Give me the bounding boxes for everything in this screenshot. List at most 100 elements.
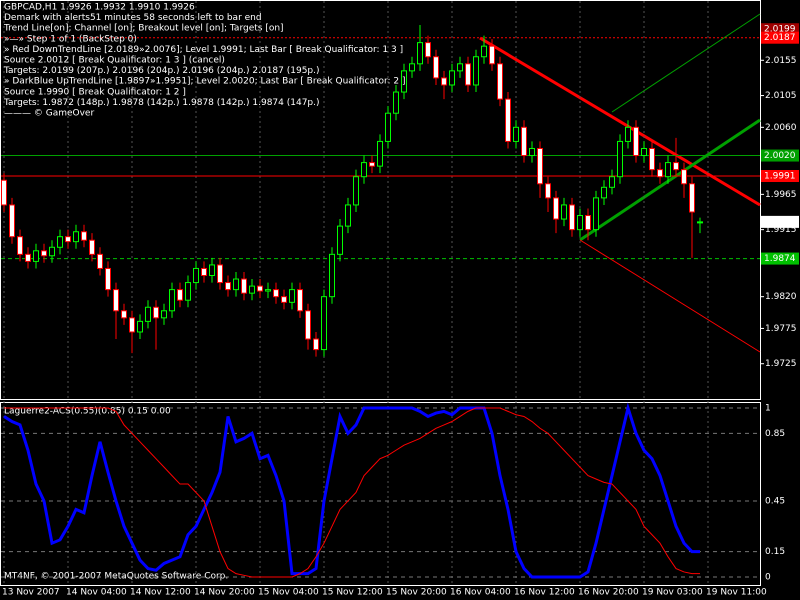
candle-body xyxy=(137,320,143,333)
candle-body xyxy=(97,253,103,269)
x-tick-label: 15 Nov 12:00 xyxy=(322,588,383,598)
candle-body xyxy=(17,236,23,255)
indicator-line xyxy=(4,407,700,578)
y-tick-label: 1.9775 xyxy=(765,324,797,334)
indicator-line xyxy=(3,402,700,579)
candle-body xyxy=(513,126,519,142)
candle-body xyxy=(681,169,687,185)
candle-body xyxy=(105,267,111,291)
x-tick-label: 14 Nov 20:00 xyxy=(194,588,255,598)
candle-body xyxy=(1,179,7,206)
frames xyxy=(0,0,761,586)
info-line: » Red DownTrendLine [2.0189»2.0076]; Lev… xyxy=(4,45,403,55)
info-line: Source 2.0012 [ Break Qualificator: 1 3 … xyxy=(4,56,225,66)
info-line: »—» Step 1 of 1 (BackStep 0) xyxy=(4,34,137,44)
level-box xyxy=(761,215,799,228)
candle-body xyxy=(505,98,511,142)
x-tick-label: 14 Nov 04:00 xyxy=(66,588,127,598)
candle-body xyxy=(9,204,15,238)
level-label: 1.9874 xyxy=(764,254,796,264)
level-box xyxy=(761,149,799,162)
candle-body xyxy=(289,289,295,303)
y-tick-label: 2.0155 xyxy=(765,56,797,66)
candle-body xyxy=(697,221,703,224)
candle-body xyxy=(689,183,695,213)
candle-body xyxy=(641,147,647,157)
down-trend-line xyxy=(479,36,761,207)
candle-body xyxy=(609,176,615,188)
candle-body xyxy=(457,63,463,72)
candle-body xyxy=(441,77,447,86)
level-box xyxy=(761,170,799,183)
info-line: Source 1.9990 [ Break Qualificator: 1 2 … xyxy=(4,87,186,97)
candle-body xyxy=(481,45,487,58)
candle-body xyxy=(649,147,655,171)
candle-body xyxy=(209,264,215,277)
x-tick-label: 14 Nov 12:00 xyxy=(130,588,191,598)
candle-body xyxy=(57,236,63,248)
candle-body xyxy=(569,204,575,231)
candle-body xyxy=(161,310,167,319)
indicator-frame xyxy=(0,402,761,586)
candle-body xyxy=(473,56,479,86)
y-tick-label: 0.45 xyxy=(765,496,785,506)
candle-body xyxy=(417,42,423,65)
info-line: » DarkBlue UpTrendLine [1.9897»1.9951]; … xyxy=(4,77,406,87)
y-tick-label: 1 xyxy=(765,404,771,414)
candle-body xyxy=(145,306,151,322)
info-line: Trend Line[on]; Channel [on]; Breakout l… xyxy=(3,24,284,34)
candle-body xyxy=(577,215,583,231)
up-trend-line xyxy=(579,118,761,242)
x-tick-label: 16 Nov 12:00 xyxy=(514,588,575,598)
candle-body xyxy=(593,197,599,231)
candle-body xyxy=(497,63,503,100)
candle-body xyxy=(33,250,39,262)
x-tick-label: 15 Nov 20:00 xyxy=(386,588,447,598)
x-tick-label: 16 Nov 20:00 xyxy=(578,588,639,598)
candle-body xyxy=(297,289,303,312)
candle-body xyxy=(377,140,383,167)
candle-body xyxy=(65,236,71,243)
candle-body xyxy=(673,162,679,171)
candle-body xyxy=(449,70,455,86)
candle-body xyxy=(273,289,279,298)
candle-body xyxy=(281,296,287,303)
candle-body xyxy=(81,231,87,241)
candle-body xyxy=(617,140,623,178)
level-label: 2.0187 xyxy=(764,33,796,43)
level-label: 2.0020 xyxy=(764,151,796,161)
channel-line xyxy=(611,13,761,113)
y-tick-label: 1.9965 xyxy=(765,190,797,200)
candle-body xyxy=(657,169,663,178)
candle-body xyxy=(537,147,543,185)
candle-body xyxy=(553,197,559,220)
y-tick-label: 2.0060 xyxy=(765,123,797,133)
candle-body xyxy=(177,289,183,301)
x-tick-label: 19 Nov 11:00 xyxy=(706,588,767,598)
candle-body xyxy=(385,112,391,142)
candle-body xyxy=(601,186,607,199)
candle-body xyxy=(625,126,631,142)
candle-body xyxy=(433,56,439,79)
candle-body xyxy=(425,42,431,58)
candle-body xyxy=(121,310,127,319)
info-line: Targets: 2.0199 (207p.) 2.0196 (204p.) 2… xyxy=(3,66,320,76)
candle-body xyxy=(89,239,95,255)
candle-body xyxy=(529,147,535,157)
candle-body xyxy=(337,225,343,255)
candle-body xyxy=(265,289,271,292)
candle-body xyxy=(217,264,223,284)
candle-body xyxy=(41,250,47,257)
candle-body xyxy=(545,183,551,199)
candle-body xyxy=(361,162,367,178)
level-label: 1.9991 xyxy=(764,172,796,182)
candle-body xyxy=(345,204,351,227)
candle-body xyxy=(73,231,79,243)
info-line: Demark with alerts51 minutes 58 seconds … xyxy=(4,13,262,23)
candle-body xyxy=(489,45,495,65)
y-tick-label: 2.0105 xyxy=(765,91,797,101)
x-tick-label: 19 Nov 03:00 xyxy=(642,588,703,598)
candle-body xyxy=(185,282,191,301)
candle-body xyxy=(521,126,527,157)
